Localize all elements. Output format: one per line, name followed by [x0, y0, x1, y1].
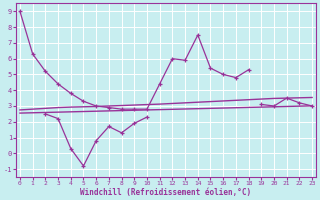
X-axis label: Windchill (Refroidissement éolien,°C): Windchill (Refroidissement éolien,°C) [80, 188, 252, 197]
